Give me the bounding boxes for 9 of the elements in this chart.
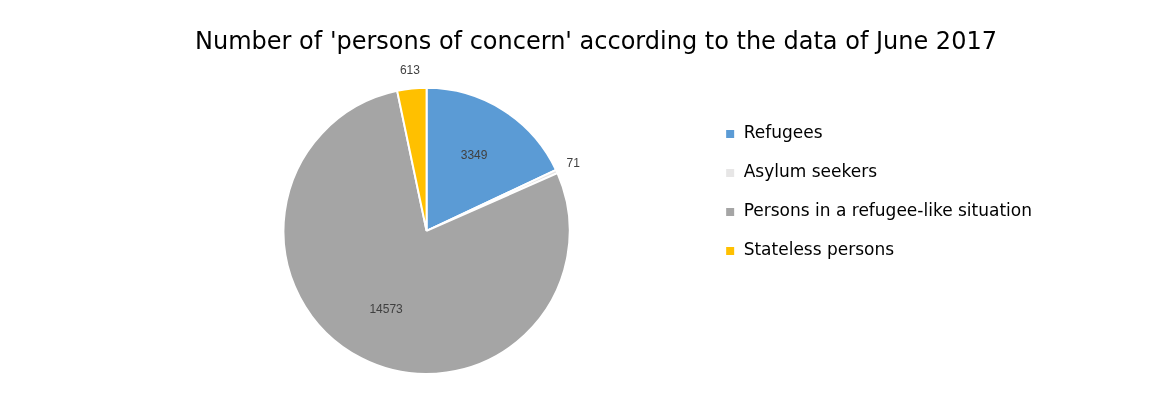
chart-title: Number of 'persons of concern' according to the data of June 2017 [195,26,997,55]
legend-label: Persons in a refugee-like situation [743,200,1033,221]
legend-label: Stateless persons [743,239,895,260]
legend-label: Refugees [743,122,823,143]
data-label: 613 [399,62,421,77]
data-label: 14573 [369,302,404,317]
data-label: 71 [566,156,581,171]
legend-label: Asylum seekers [743,161,878,182]
data-label: 3349 [460,148,488,163]
